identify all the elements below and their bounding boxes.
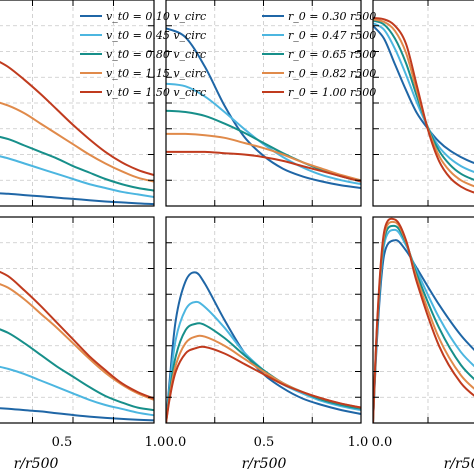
legend-label: r_0 = 0.30 r500	[288, 10, 376, 23]
series-group	[0, 270, 154, 422]
series-group	[166, 27, 361, 189]
ticks	[372, 217, 429, 423]
panel-bottom-right	[372, 216, 474, 424]
series-line-1	[0, 407, 154, 422]
ticks	[32, 217, 155, 423]
series-line-4	[166, 132, 361, 182]
series-line-1	[166, 27, 361, 189]
series-line-2	[0, 365, 154, 417]
series-line-5	[373, 217, 474, 423]
series-line-4	[0, 283, 154, 401]
x-axis-label: r/r500	[444, 456, 474, 472]
legend-2: r_0 = 0.30 r500 r_0 = 0.47 r500 r_0 = 0.65…	[262, 10, 376, 99]
series-line-3	[0, 328, 154, 412]
panel-bottom-middle	[165, 216, 362, 424]
x-tick-label: 0.0	[372, 435, 393, 450]
legend-label: v_t0 = 1.15 v_circ	[106, 67, 206, 80]
x-tick-label: 0.5	[254, 435, 275, 450]
x-tick-label: 0.0	[166, 435, 187, 450]
panels	[0, 0, 474, 424]
series-line-5	[373, 17, 474, 194]
legends: v_t0 = 0.10 v_circ v_t0 = 0.45 v_circ v_t0…	[80, 10, 376, 99]
x-axis-label: r/r500	[242, 456, 287, 472]
panel-bottom-left	[0, 216, 155, 424]
x-tick-label: 1.0	[145, 435, 166, 450]
ticks	[165, 217, 362, 423]
legend-label: r_0 = 0.82 r500	[288, 67, 376, 80]
series-line-1	[0, 192, 154, 206]
x-tick-label: 1.0	[348, 435, 369, 450]
panel-top-middle	[165, 0, 362, 207]
legend-label: v_t0 = 1.50 v_circ	[106, 86, 206, 99]
legend-label: v_t0 = 0.80 v_circ	[106, 48, 206, 61]
x-axis-label: r/r500	[14, 456, 59, 472]
ticks	[372, 0, 429, 206]
grid	[0, 0, 154, 206]
series-line-5	[166, 150, 361, 183]
series-line-5	[0, 60, 154, 177]
series-line-4	[0, 101, 154, 183]
series-group	[373, 17, 474, 194]
series-line-5	[0, 270, 154, 400]
series-group	[166, 271, 361, 423]
series-group	[0, 60, 154, 206]
ticks	[165, 0, 362, 206]
grid	[0, 217, 154, 423]
ticks	[32, 0, 155, 206]
grid	[373, 217, 474, 423]
legend-label: r_0 = 0.47 r500	[288, 29, 376, 42]
series-line-3	[166, 322, 361, 423]
series-line-2	[0, 155, 154, 198]
legend-label: v_t0 = 0.45 v_circ	[106, 29, 206, 42]
panel-top-right	[372, 0, 474, 207]
series-group	[373, 217, 474, 423]
legend-1: v_t0 = 0.10 v_circ v_t0 = 0.45 v_circ v_t0…	[80, 10, 206, 99]
x-tick-label: 0.5	[52, 435, 73, 450]
grid	[373, 0, 474, 206]
series-line-1	[166, 271, 361, 423]
panel-top-left	[0, 0, 155, 207]
series-line-2	[166, 82, 361, 186]
series-line-2	[166, 300, 361, 423]
legend-label: r_0 = 0.65 r500	[288, 48, 376, 61]
series-line-5	[166, 345, 361, 423]
series-line-3	[0, 135, 154, 192]
grid	[166, 217, 361, 423]
legend-label: v_t0 = 0.10 v_circ	[106, 10, 206, 23]
legend-label: r_0 = 1.00 r500	[288, 86, 376, 99]
